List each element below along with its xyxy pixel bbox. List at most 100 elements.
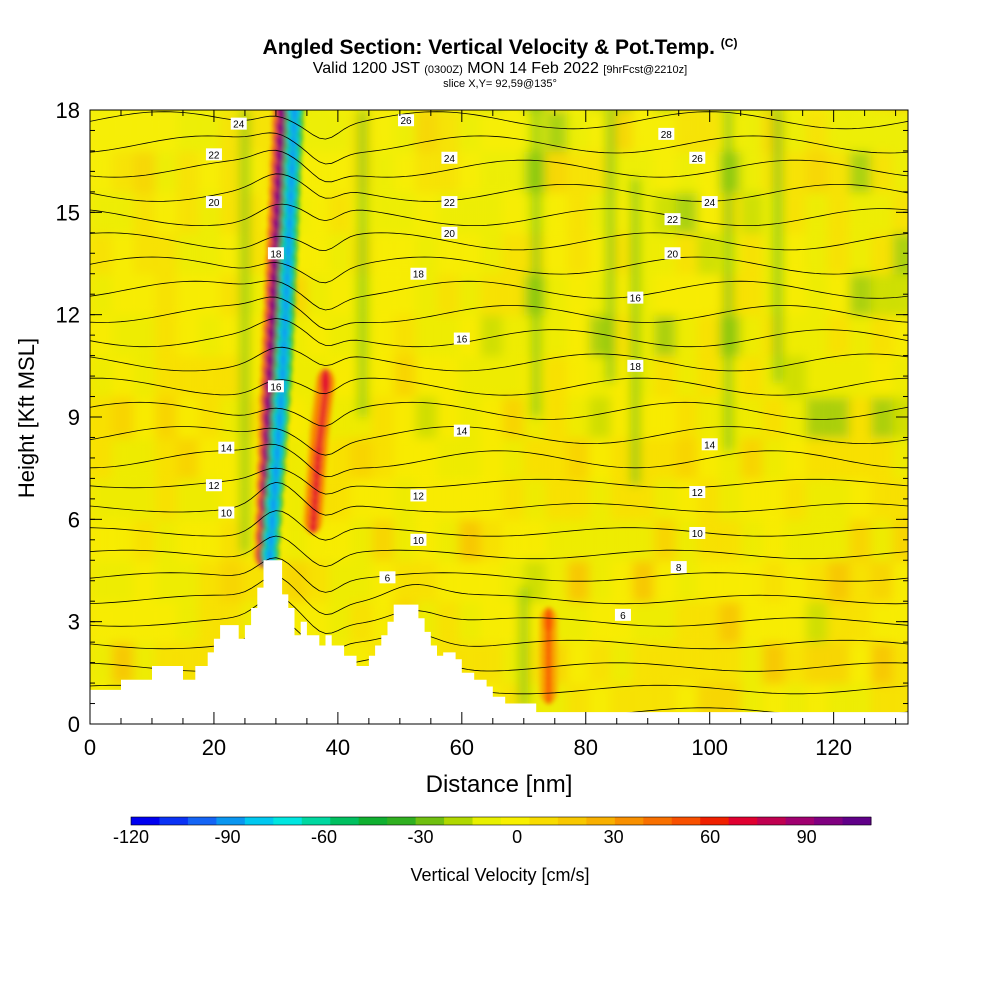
- velocity-cell: [111, 437, 135, 480]
- colorbar-swatch: [700, 817, 730, 825]
- contour-label: 22: [205, 148, 222, 161]
- contour-label: 12: [689, 486, 706, 499]
- velocity-cell: [437, 110, 460, 111]
- velocity-cell: [198, 601, 222, 644]
- velocity-cell: [784, 110, 807, 152]
- velocity-cell: [393, 355, 417, 398]
- velocity-cell: [480, 601, 504, 644]
- velocity-cell: [567, 273, 590, 316]
- velocity-cell: [220, 110, 243, 111]
- velocity-cell: [415, 110, 439, 152]
- svg-text:18: 18: [413, 270, 425, 281]
- velocity-cell: [849, 355, 872, 398]
- contour-label: 14: [218, 441, 235, 455]
- chart-subtitle: Valid 1200 JST (0300Z) MON 14 Feb 2022 […: [312, 60, 688, 77]
- velocity-cell: [653, 478, 677, 521]
- velocity-cell: [805, 110, 829, 111]
- velocity-cell: [393, 314, 417, 357]
- colorbar-swatch: [273, 817, 303, 825]
- theta-contour: [90, 595, 908, 634]
- velocity-cell: [111, 110, 135, 152]
- velocity-cell: [458, 150, 482, 193]
- velocity-cell: [285, 560, 308, 603]
- velocity-cell: [697, 519, 720, 562]
- velocity-cell: [437, 478, 460, 521]
- velocity-cell: [545, 478, 569, 521]
- velocity-cell: [285, 519, 308, 562]
- velocity-cell: [90, 437, 113, 480]
- y-tick-label: 9: [68, 405, 80, 430]
- velocity-cell: [805, 110, 829, 152]
- velocity-cell: [133, 601, 157, 644]
- velocity-cell: [480, 519, 504, 562]
- velocity-cell: [567, 355, 590, 398]
- velocity-cell: [567, 314, 590, 357]
- velocity-cell: [567, 110, 590, 111]
- velocity-cell: [610, 110, 634, 111]
- velocity-cell: [849, 601, 872, 644]
- velocity-cell: [567, 478, 590, 521]
- updraft-core: [278, 110, 286, 124]
- velocity-cell: [458, 314, 482, 357]
- velocity-cell: [480, 110, 504, 152]
- velocity-cell: [480, 355, 504, 398]
- velocity-cell: [328, 519, 352, 562]
- velocity-cell: [675, 191, 699, 234]
- velocity-cell: [371, 150, 395, 193]
- velocity-cell: [263, 110, 287, 111]
- velocity-cell: [718, 642, 742, 685]
- contour-label: 28: [658, 127, 675, 141]
- velocity-cell: [458, 519, 482, 562]
- velocity-cell: [133, 110, 157, 111]
- velocity-cell: [350, 560, 373, 603]
- velocity-cell: [610, 191, 634, 234]
- velocity-cell: [350, 478, 373, 521]
- colorbar-swatch: [586, 817, 616, 825]
- velocity-cell: [632, 478, 655, 521]
- downdraft-streak: [605, 110, 616, 383]
- velocity-cell: [762, 437, 786, 480]
- updraft-core: [321, 368, 329, 397]
- downdraft-streak: [772, 110, 783, 383]
- contour-label: 16: [627, 291, 644, 305]
- velocity-cell: [328, 110, 352, 111]
- velocity-cell: [176, 110, 200, 111]
- velocity-cell: [90, 355, 113, 398]
- velocity-cell: [458, 191, 482, 234]
- velocity-cell: [849, 437, 872, 480]
- velocity-cell: [458, 110, 482, 111]
- velocity-cell: [740, 314, 764, 357]
- velocity-cell: [892, 519, 908, 562]
- velocity-cell: [480, 314, 504, 357]
- velocity-cell: [328, 437, 352, 480]
- velocity-cell: [220, 150, 243, 193]
- velocity-cell: [545, 314, 569, 357]
- colorbar-swatch: [159, 817, 189, 825]
- velocity-cell: [588, 478, 612, 521]
- velocity-cell: [697, 560, 720, 603]
- theta-contour: [90, 557, 908, 593]
- velocity-cell: [632, 601, 655, 644]
- velocity-cell: [805, 273, 829, 316]
- velocity-cell: [133, 355, 157, 398]
- svg-text:14: 14: [456, 427, 468, 438]
- velocity-cell: [762, 642, 786, 685]
- velocity-cell: [155, 519, 178, 562]
- velocity-cell: [328, 478, 352, 521]
- velocity-cell: [90, 110, 113, 111]
- velocity-cell: [892, 273, 908, 316]
- velocity-cell: [610, 314, 634, 357]
- velocity-cell: [892, 191, 908, 234]
- velocity-cell: [632, 110, 655, 152]
- velocity-cell: [567, 150, 590, 193]
- colorbar-swatch: [643, 817, 673, 825]
- velocity-cell: [567, 191, 590, 234]
- velocity-cell: [458, 437, 482, 480]
- contour-label: 12: [205, 479, 222, 492]
- velocity-cell: [111, 642, 135, 685]
- theta-contour: [90, 377, 908, 396]
- velocity-cell: [111, 396, 135, 439]
- velocity-cell: [740, 232, 764, 275]
- velocity-cell: [632, 642, 655, 685]
- velocity-cell: [176, 232, 200, 275]
